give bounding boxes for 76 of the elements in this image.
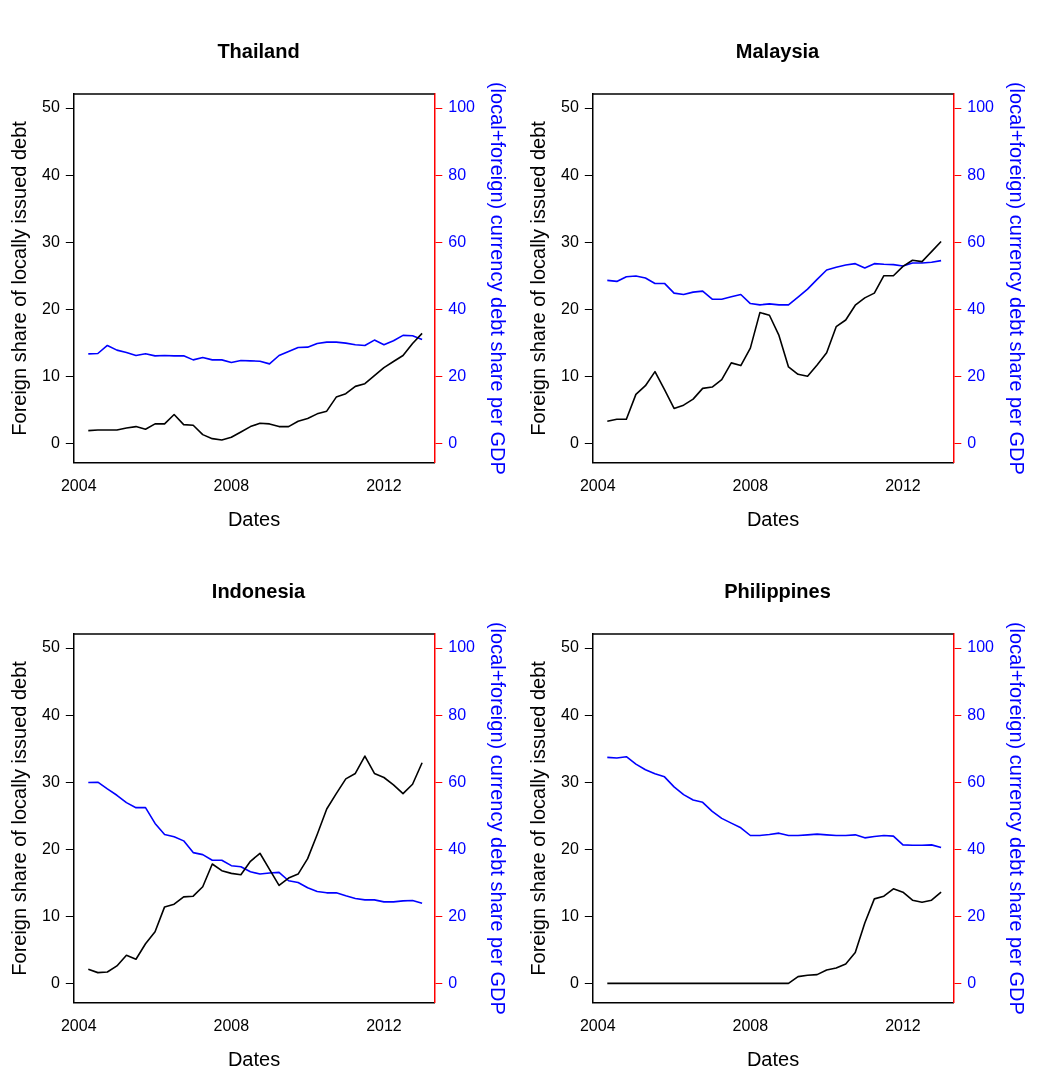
y-tick-label: 10 bbox=[42, 366, 60, 384]
y2-tick-label: 40 bbox=[448, 839, 467, 857]
x-tick-label: 2004 bbox=[60, 1016, 97, 1034]
y-tick-label: 50 bbox=[561, 98, 579, 116]
y-axis-title: Foreign share of locally issued debt bbox=[7, 660, 30, 976]
y2-tick-label: 100 bbox=[448, 638, 476, 656]
x-axis-title: Dates bbox=[227, 1047, 281, 1070]
x-tick-label: 2008 bbox=[213, 1016, 250, 1034]
x-tick-label: 2008 bbox=[732, 476, 769, 494]
chart-title: Thailand bbox=[217, 39, 300, 62]
y-tick-label: 30 bbox=[561, 772, 579, 790]
y-tick-label: 10 bbox=[561, 366, 579, 384]
y-tick-label: 20 bbox=[42, 839, 60, 857]
x-tick-label: 2012 bbox=[366, 1016, 402, 1034]
y2-axis-title: (local+foreign) currency debt share per GDP bbox=[487, 81, 510, 475]
y2-tick-label: 100 bbox=[967, 98, 995, 116]
y2-tick-label: 60 bbox=[448, 772, 467, 790]
y-tick-label: 20 bbox=[561, 839, 579, 857]
x-tick-label: 2012 bbox=[885, 476, 921, 494]
y-tick-label: 10 bbox=[561, 906, 579, 924]
x-axis-title: Dates bbox=[746, 1047, 800, 1070]
y-tick-label: 20 bbox=[561, 299, 579, 317]
y-tick-label: 40 bbox=[561, 705, 579, 723]
y2-axis-title: (local+foreign) currency debt share per GDP bbox=[1006, 621, 1029, 1015]
y-tick-label: 50 bbox=[42, 638, 60, 656]
y-tick-label: 40 bbox=[42, 165, 60, 183]
x-tick-label: 2012 bbox=[885, 1016, 921, 1034]
y-tick-label: 40 bbox=[561, 165, 579, 183]
y2-tick-label: 20 bbox=[448, 906, 467, 924]
y2-tick-label: 0 bbox=[448, 433, 458, 451]
y2-tick-label: 60 bbox=[448, 232, 467, 250]
x-tick-label: 2004 bbox=[60, 476, 97, 494]
chart-title: Malaysia bbox=[735, 39, 821, 62]
y2-axis-title: (local+foreign) currency debt share per GDP bbox=[1006, 81, 1029, 475]
y2-tick-label: 40 bbox=[448, 299, 467, 317]
chart-title: Indonesia bbox=[211, 579, 307, 602]
y-tick-label: 20 bbox=[42, 299, 60, 317]
y2-tick-label: 20 bbox=[967, 366, 986, 384]
y-tick-label: 0 bbox=[569, 433, 579, 451]
y2-tick-label: 20 bbox=[448, 366, 467, 384]
y2-tick-label: 40 bbox=[967, 839, 986, 857]
y-axis-title: Foreign share of locally issued debt bbox=[7, 120, 30, 436]
y-axis-title: Foreign share of locally issued debt bbox=[526, 120, 549, 436]
y-tick-label: 0 bbox=[569, 973, 579, 991]
y-tick-label: 30 bbox=[42, 232, 60, 250]
y2-tick-label: 80 bbox=[448, 165, 467, 183]
y2-tick-label: 100 bbox=[448, 98, 476, 116]
y2-tick-label: 80 bbox=[967, 165, 986, 183]
y2-axis-title: (local+foreign) currency debt share per GDP bbox=[487, 621, 510, 1015]
y-tick-label: 30 bbox=[42, 772, 60, 790]
y2-tick-label: 60 bbox=[967, 232, 986, 250]
y2-tick-label: 20 bbox=[967, 906, 986, 924]
y-tick-label: 50 bbox=[561, 638, 579, 656]
y-tick-label: 30 bbox=[561, 232, 579, 250]
x-tick-label: 2012 bbox=[366, 476, 402, 494]
y-tick-label: 50 bbox=[42, 98, 60, 116]
y-tick-label: 0 bbox=[50, 433, 60, 451]
y-axis-title: Foreign share of locally issued debt bbox=[526, 660, 549, 976]
y-tick-label: 40 bbox=[42, 705, 60, 723]
y2-tick-label: 80 bbox=[967, 705, 986, 723]
y2-tick-label: 100 bbox=[967, 638, 995, 656]
x-tick-label: 2004 bbox=[579, 1016, 616, 1034]
y2-tick-label: 80 bbox=[448, 705, 467, 723]
x-tick-label: 2004 bbox=[579, 476, 616, 494]
x-tick-label: 2008 bbox=[732, 1016, 769, 1034]
y-tick-label: 0 bbox=[50, 973, 60, 991]
x-axis-title: Dates bbox=[227, 507, 281, 530]
y-tick-label: 10 bbox=[42, 906, 60, 924]
y2-tick-label: 0 bbox=[448, 973, 458, 991]
x-axis-title: Dates bbox=[746, 507, 800, 530]
chart-title: Philippines bbox=[724, 579, 831, 602]
y2-tick-label: 40 bbox=[967, 299, 986, 317]
y2-tick-label: 60 bbox=[967, 772, 986, 790]
y2-tick-label: 0 bbox=[967, 433, 977, 451]
y2-tick-label: 0 bbox=[967, 973, 977, 991]
x-tick-label: 2008 bbox=[213, 476, 250, 494]
